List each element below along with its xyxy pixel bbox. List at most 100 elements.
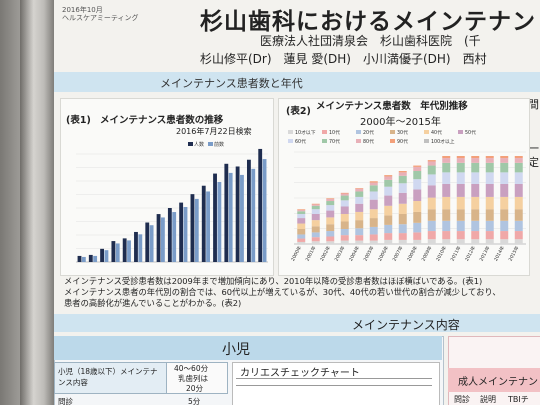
meta-date: 2016年10月 [62,6,103,14]
chart2-bar-segment [456,158,465,163]
chart2-bar-segment [485,239,494,244]
chart2-bar-segment [413,201,422,212]
chart2-bar-segment [427,174,436,186]
chart2-legend-swatch [322,130,327,134]
chart2-bar-segment [514,220,523,232]
chart2-bar-segment [456,209,465,221]
chart2-bar-segment [326,241,335,244]
chart2-x-tick-label: 2008年 [405,244,419,262]
chart2-bar-segment [456,196,465,210]
chart1-bar [179,202,184,262]
right-edge-text-3: 定 [528,156,539,169]
chart2-bar-segment [500,231,509,240]
chart2-x-tick-label: 2000年 [289,244,303,262]
legend-label-prev: 前数 [214,141,224,148]
chart2-bar-segment [413,165,422,167]
chart2-bar-segment [369,209,378,219]
chart2-x-tick-label: 2012年 [463,244,477,262]
chart2-bar-segment [514,156,523,159]
chart2-legend-swatch [458,130,463,134]
chart2-bar-segment [456,172,465,184]
chart2-bar-segment [471,162,480,173]
section-band-1 [54,72,540,92]
chart2-bar-segment [355,196,364,204]
chart2-bar-segment [485,196,494,210]
chart2-bar-segment [514,162,523,173]
chart2-bar-segment [514,209,523,221]
adult-row-2: 説明 [480,395,496,404]
chart1-bar [160,217,165,262]
chart1-bar [190,194,195,262]
chart2-bar-segment [355,240,364,244]
chart2-legend-swatch [288,130,293,134]
chart2-bar-segment [413,222,422,233]
chart2-bar-segment [311,232,320,238]
chart2-bar-segment [398,233,407,240]
chart2-bar-segment [485,231,494,240]
description-line-3: 患者の高齢化が進んでいることがわかる。(表2) [64,298,242,308]
chart2-bar-segment [398,213,407,225]
child-row-label: 問診 [58,397,73,405]
caries-chart-header-row [236,378,432,386]
chart2-bar-segment [413,232,422,240]
chart1-bar [246,159,251,262]
chart2-bar-segment [471,220,480,232]
chart2-bar-segment [311,205,320,210]
chart2-x-tick-label: 2006年 [376,244,390,262]
board-frame [20,0,54,405]
chart1-bar [88,254,93,262]
chart1-bar [77,255,82,262]
chart2-bar-segment [514,239,523,244]
chart1-bar [217,182,222,262]
chart2-bar-segment [311,204,320,206]
chart1-bar [258,148,263,262]
chart1-bar [206,191,210,262]
chart2-bar-segment [427,209,436,221]
chart2-legend-swatch [424,139,429,143]
chart2-bar-segment [500,162,509,173]
chart2-bar-segment [311,213,320,221]
chart2-bar-segment [471,209,480,221]
chart2-bar-segment [326,231,335,237]
chart2-bar-segment [340,240,349,244]
chart2-bar-segment [384,175,393,177]
chart2-bar-segment [369,226,378,235]
chart2-bar-segment [471,231,480,240]
chart1-bar [127,240,131,262]
chart2-bar-segment [485,220,494,232]
chart1-bar [115,243,120,262]
chart2-bar-segment [369,240,378,244]
chart2-bar-segment [297,211,306,214]
chart2-bar-segment [500,220,509,232]
chart2-bar-segment [514,231,523,240]
table1-tag: (表1) [66,115,91,126]
chart2-bar-segment [456,220,465,232]
chart2-bar-segment [398,171,407,173]
chart2-bar-segment [471,196,480,210]
chart2-bar-segment [297,234,306,239]
chart2-legend-label: 40代 [431,129,442,136]
child-col1: 小児（18歳以下）メインテナンス内容 [58,367,158,387]
chart2-bar-segment [442,183,451,197]
chart2-bar-segment [340,235,349,241]
chart2-bar-segment [514,196,523,210]
chart2-legend-label: 100才以上 [431,138,455,145]
chart2-bar-segment [485,183,494,197]
chart2-bar-segment [442,158,451,163]
description-line-1: メインテナンス受診患者数は2009年まで増加傾向にあり、2010年以降の受診患者… [64,276,483,286]
table2-subtitle: 2000年～2015年 [360,117,441,128]
chart2-x-tick-label: 2010年 [434,244,448,262]
chart2-legend-label: 50代 [465,129,476,136]
chart2-legend-label: 70代 [329,138,340,145]
chart2-x-tick-label: 2009年 [420,244,434,262]
chart2-bar-segment [471,239,480,244]
child-header [54,336,442,360]
chart2-bar-segment [326,210,335,218]
chart2-bar-segment [456,156,465,159]
chart2-bar-segment [340,195,349,201]
chart2-bar-segment [311,220,320,227]
chart2-legend-label: 80代 [363,138,374,145]
chart2-legend-swatch [322,139,327,143]
legend-swatch-prev [208,142,213,146]
chart2-bar-segment [398,203,407,214]
